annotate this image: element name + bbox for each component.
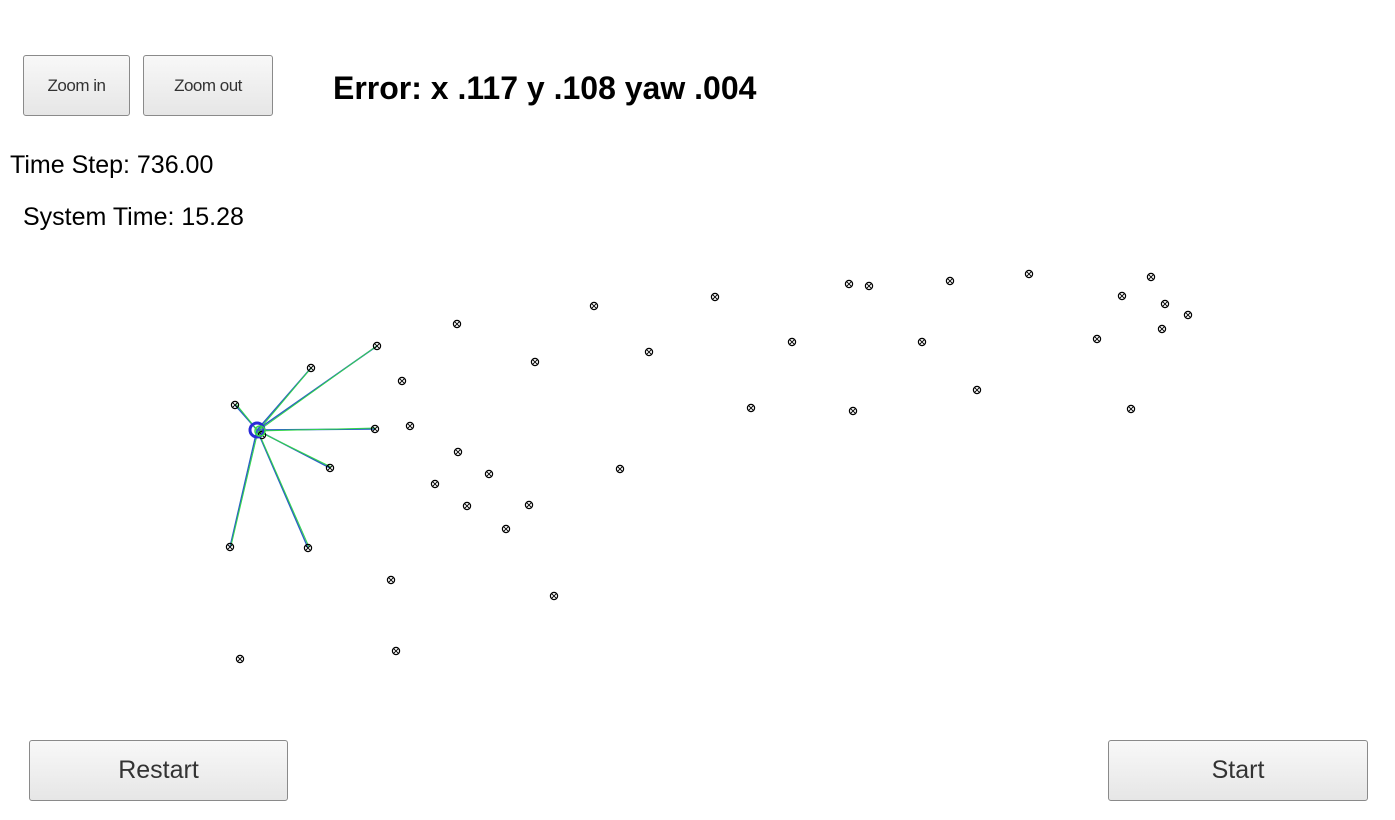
landmark-marker (1024, 269, 1034, 279)
vehicle (248, 421, 266, 439)
landmark-marker (530, 357, 540, 367)
landmark-marker (303, 543, 313, 553)
predicted-observation-line (257, 430, 310, 548)
landmark-marker (405, 421, 415, 431)
predicted-observation-line (257, 430, 332, 468)
landmark-marker (452, 319, 462, 329)
measured-observation-line (229, 429, 258, 548)
landmark-marker (501, 524, 511, 534)
landmark-marker (484, 469, 494, 479)
landmark-marker (453, 447, 463, 457)
predicted-observation-line (257, 344, 379, 432)
measured-observation-line (234, 404, 258, 431)
landmark-marker (235, 654, 245, 664)
landmark-marker (864, 281, 874, 291)
landmark-marker (710, 292, 720, 302)
landmark-marker (644, 347, 654, 357)
zoom-in-button[interactable]: Zoom in (23, 55, 130, 116)
landmark-marker (844, 279, 854, 289)
measured-observation-line (256, 367, 312, 431)
landmark-marker (746, 403, 756, 413)
landmark-marker (1092, 334, 1102, 344)
landmark-marker (917, 337, 927, 347)
landmark-marker (1117, 291, 1127, 301)
landmarks (225, 269, 1193, 664)
landmark-marker (397, 376, 407, 386)
landmark-marker (257, 430, 267, 440)
landmark-marker (372, 341, 382, 351)
measured-observation-line (256, 429, 309, 549)
system-time-readout: System Time: 15.28 (23, 203, 244, 231)
landmark-marker (306, 363, 316, 373)
time-step-readout: Time Step: 736.00 (10, 151, 214, 179)
landmark-marker (386, 575, 396, 585)
landmark-marker (787, 337, 797, 347)
predicted-observation-line (257, 427, 377, 432)
landmark-marker (1126, 404, 1136, 414)
landmark-marker (549, 591, 559, 601)
vehicle-marker (248, 421, 266, 439)
predicted-observation-line (257, 366, 313, 432)
landmark-marker (225, 542, 235, 552)
landmark-marker (589, 301, 599, 311)
landmark-marker (430, 479, 440, 489)
predicted-observation-line (230, 430, 259, 547)
landmark-marker (1146, 272, 1156, 282)
measured-observation-line (256, 345, 378, 431)
landmark-marker (370, 424, 380, 434)
predicted-observation-line (235, 403, 259, 432)
vehicle-estimate-marker (254, 425, 266, 437)
landmark-marker (1160, 299, 1170, 309)
landmark-marker (462, 501, 472, 511)
start-button[interactable]: Start (1108, 740, 1368, 801)
measured-observation-line (256, 429, 331, 469)
restart-button[interactable]: Restart (29, 740, 288, 801)
landmark-marker (391, 646, 401, 656)
landmark-marker (1183, 310, 1193, 320)
landmark-marker (615, 464, 625, 474)
observation-lines (229, 344, 379, 549)
landmark-marker (325, 463, 335, 473)
landmark-marker (1157, 324, 1167, 334)
landmark-marker (524, 500, 534, 510)
error-readout: Error: x .117 y .108 yaw .004 (333, 70, 757, 106)
zoom-out-button[interactable]: Zoom out (143, 55, 273, 116)
landmark-marker (230, 400, 240, 410)
landmark-marker (848, 406, 858, 416)
measured-observation-line (256, 428, 376, 431)
landmark-marker (945, 276, 955, 286)
landmark-marker (972, 385, 982, 395)
